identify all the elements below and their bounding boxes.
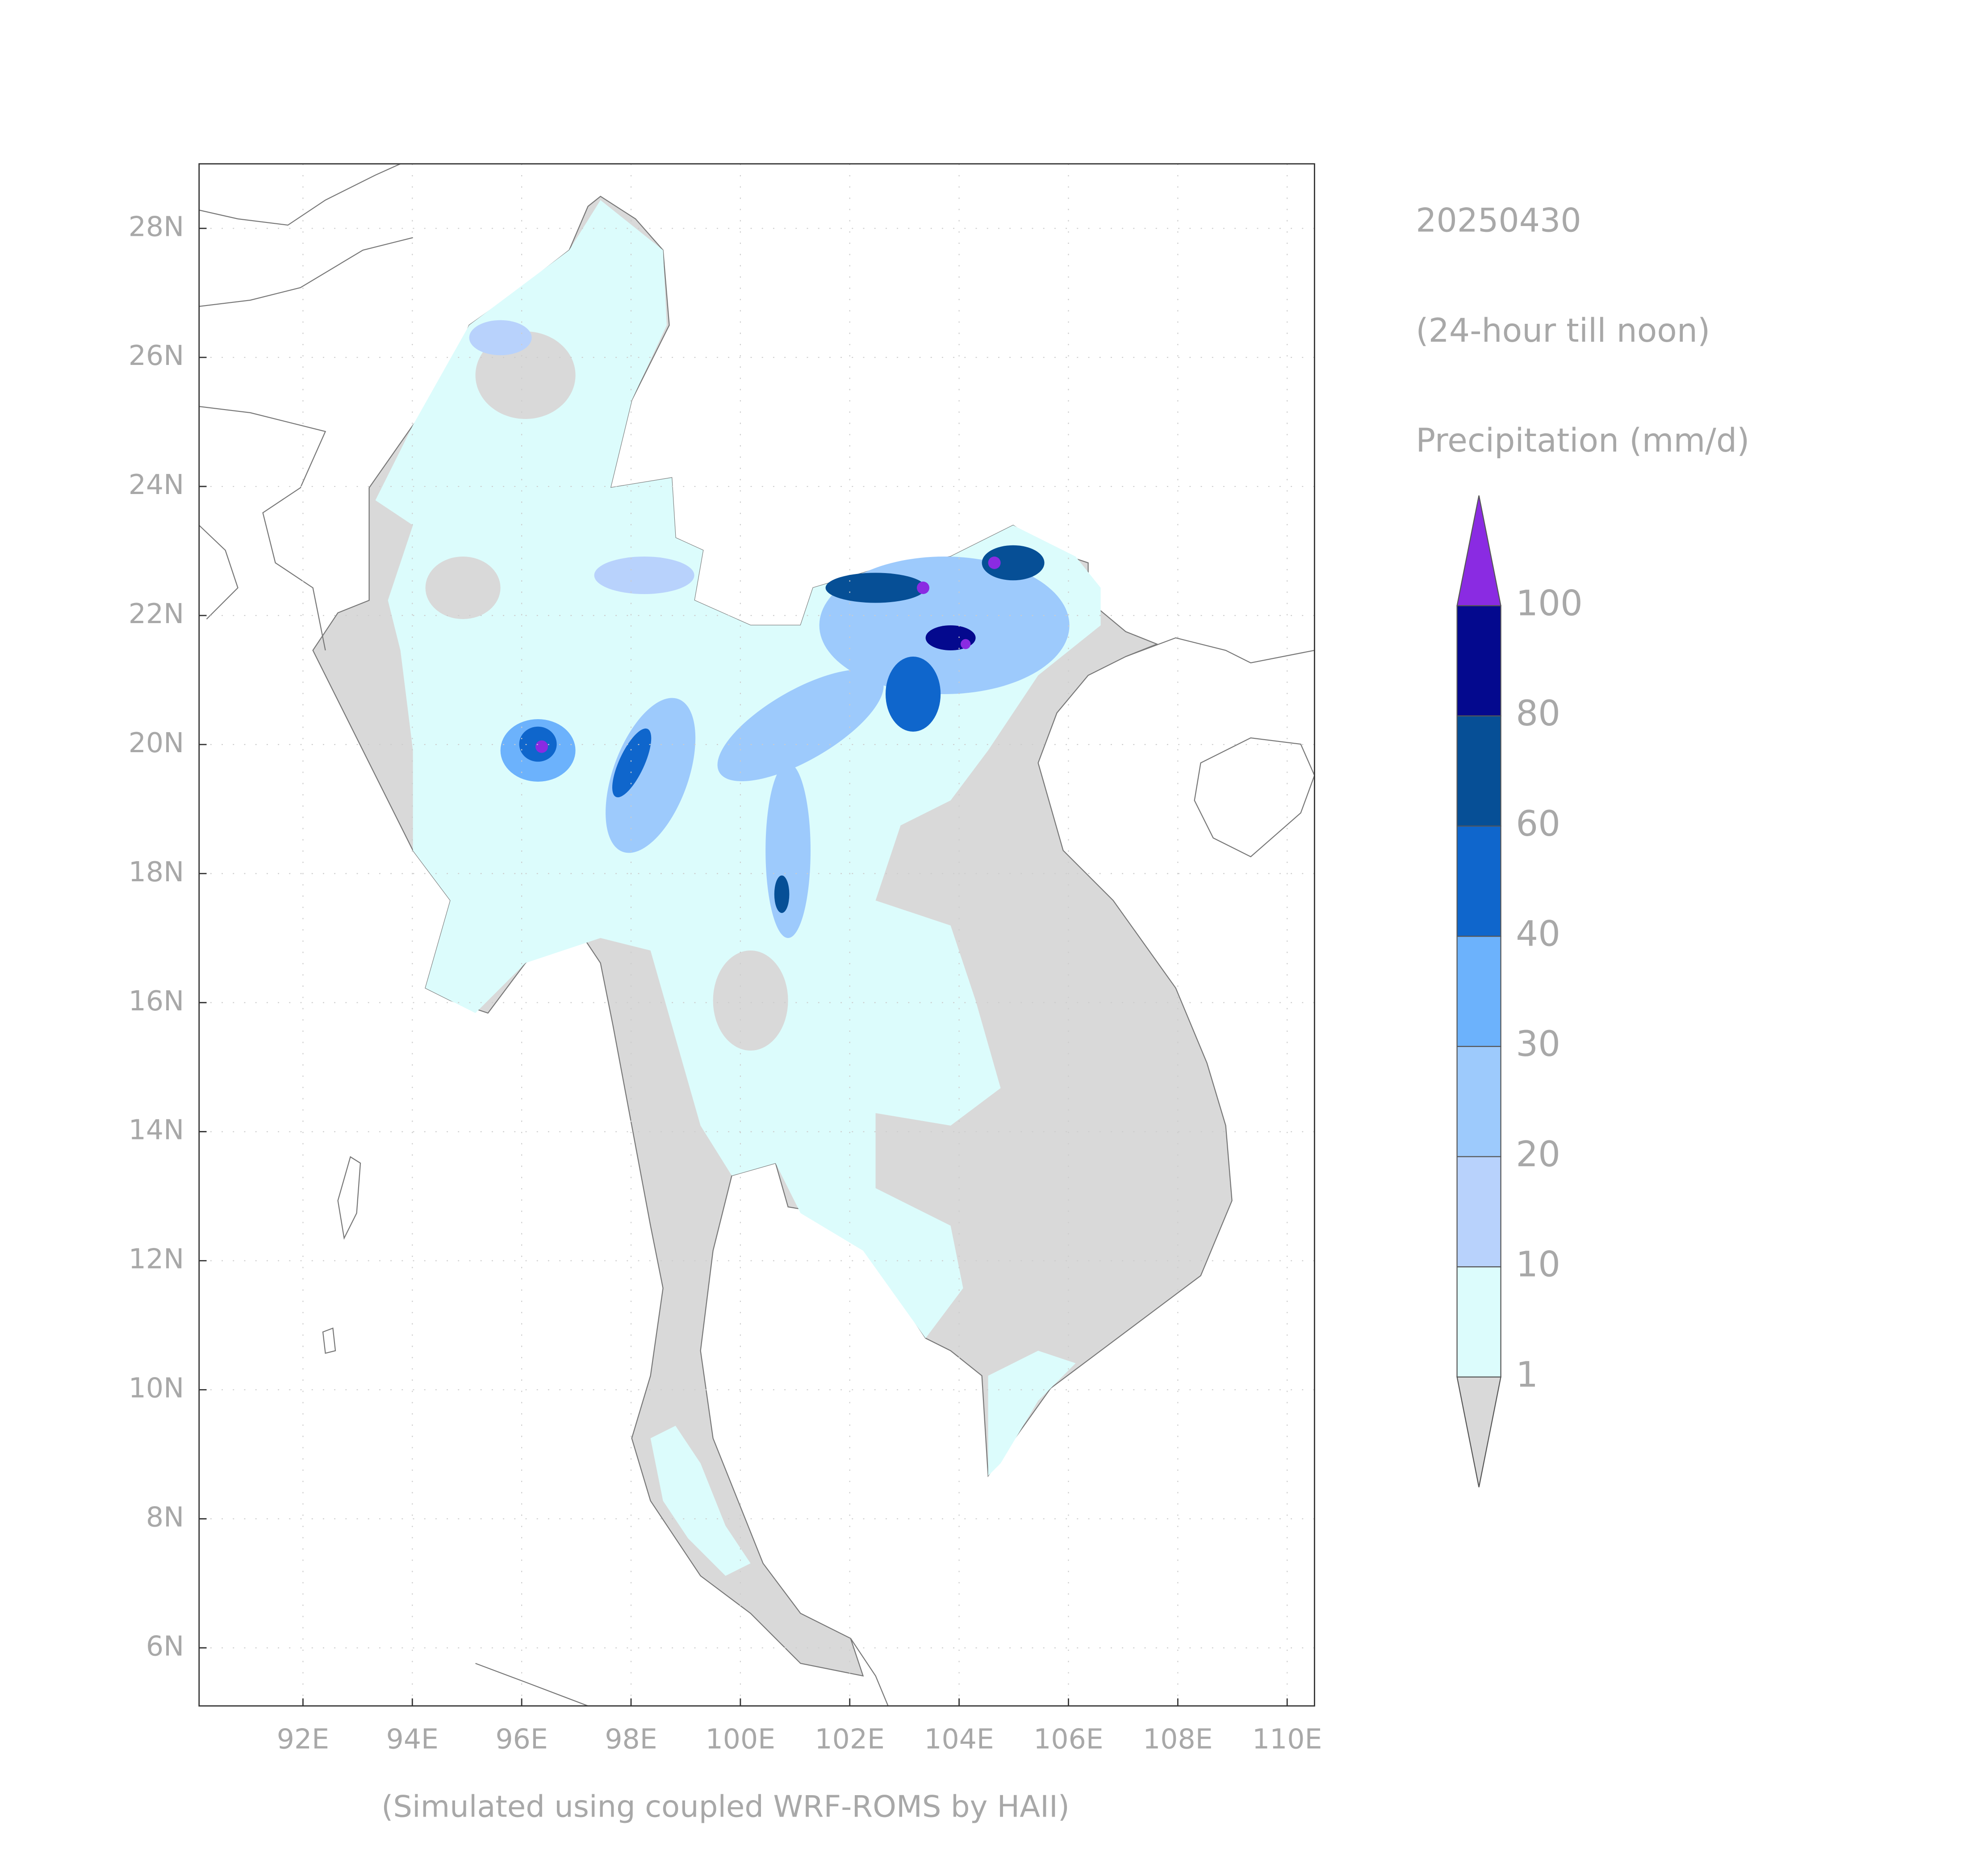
rain-extreme — [988, 557, 1001, 569]
footer: (Simulated using coupled WRF-ROMS by HAI… — [381, 1789, 1070, 1824]
island — [337, 1156, 361, 1240]
rain-moderate — [606, 698, 696, 853]
rain-extreme — [961, 639, 971, 649]
y-tick-label: 16N — [129, 985, 184, 1017]
dry-patch — [713, 951, 788, 1051]
y-tick-label: 26N — [129, 339, 184, 372]
rain-light — [650, 1426, 751, 1576]
island — [322, 1327, 336, 1354]
colorbar-over — [1456, 495, 1501, 607]
colorbar-segment — [1456, 1266, 1501, 1378]
dry-patch — [425, 557, 501, 619]
colorbar-segment — [1456, 1156, 1501, 1268]
x-tick-label: 100E — [706, 1723, 775, 1755]
coastline — [199, 525, 238, 620]
colorbar-label: 30 — [1516, 1024, 1560, 1064]
rain-moderate — [469, 320, 532, 356]
y-tick-label: 12N — [129, 1243, 184, 1275]
colorbar-segment — [1456, 605, 1501, 716]
coastline — [199, 406, 326, 651]
colorbar-label: 100 — [1516, 583, 1583, 624]
x-tick-label: 102E — [815, 1723, 884, 1755]
x-tick-label: 106E — [1033, 1723, 1103, 1755]
colorbar: 1 10 20 30 40 60 80 100 — [1456, 495, 1583, 1487]
y-tick-label: 28N — [129, 210, 184, 243]
coastline — [199, 237, 413, 307]
variable-label: Precipitation (mm/d) — [1416, 422, 1749, 460]
colorbar-label: 80 — [1516, 693, 1560, 734]
rain-heavy — [612, 728, 652, 798]
island — [1194, 737, 1315, 858]
x-tick-label: 108E — [1143, 1723, 1212, 1755]
colorbar-label: 40 — [1516, 914, 1560, 955]
coastline — [199, 163, 401, 226]
coastline — [475, 1662, 588, 1707]
coastline — [1125, 637, 1315, 664]
x-tick-label: 96E — [495, 1723, 548, 1755]
y-tick-label: 20N — [129, 727, 184, 759]
colorbar-segment — [1456, 935, 1501, 1047]
rain-heavy — [774, 875, 790, 913]
rain-moderate — [765, 763, 811, 938]
colorbar-segment — [1456, 825, 1501, 937]
y-tick-label: 18N — [129, 856, 184, 888]
rain-extreme — [917, 582, 929, 594]
rain-light — [988, 1351, 1076, 1476]
map-area — [198, 163, 1315, 1707]
x-tick-label: 104E — [924, 1723, 994, 1755]
rain-extreme — [535, 740, 548, 753]
rain-heavy — [886, 657, 941, 732]
colorbar-label: 20 — [1516, 1134, 1560, 1175]
subtitle: (24-hour till noon) — [1416, 312, 1710, 350]
x-tick-label: 94E — [386, 1723, 439, 1755]
colorbar-segment — [1456, 715, 1501, 827]
y-tick-label: 24N — [129, 469, 184, 501]
x-tick-label: 98E — [605, 1723, 657, 1755]
colorbar-segment — [1456, 1046, 1501, 1157]
y-tick-label: 22N — [129, 598, 184, 630]
rain-moderate — [594, 557, 694, 594]
y-tick-label: 10N — [129, 1372, 184, 1404]
rain-heavy — [982, 545, 1045, 581]
y-tick-label: 8N — [146, 1501, 184, 1533]
rain-heavy — [825, 573, 926, 603]
colorbar-label: 10 — [1516, 1244, 1560, 1285]
rain-moderate — [717, 669, 884, 782]
y-tick-label: 6N — [146, 1630, 184, 1662]
colorbar-label: 60 — [1516, 804, 1560, 844]
coastline — [850, 1638, 889, 1706]
x-tick-label: 110E — [1252, 1723, 1322, 1755]
y-tick-label: 14N — [129, 1114, 184, 1146]
colorbar-label: 1 — [1516, 1354, 1538, 1395]
x-tick-label: 92E — [277, 1723, 329, 1755]
map-frame — [198, 163, 1315, 1707]
date-title: 20250430 — [1416, 201, 1581, 239]
